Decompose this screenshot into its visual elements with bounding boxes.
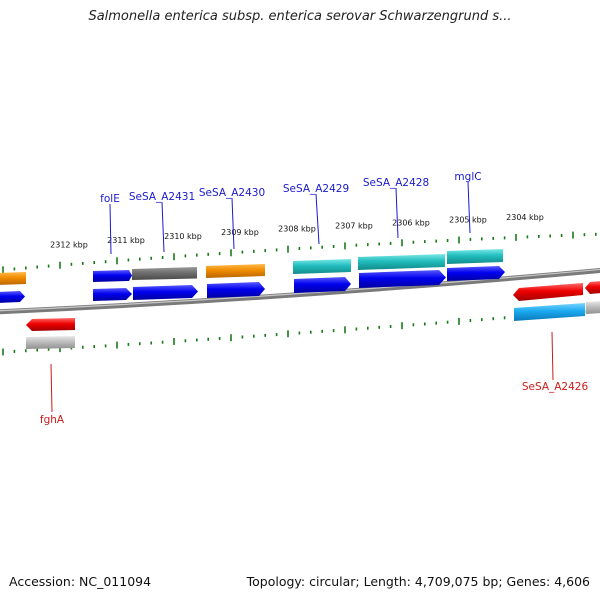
- gene-forward-blue-b[interactable]: [93, 288, 132, 301]
- gene-forward-blue-c[interactable]: [133, 285, 198, 300]
- scale-tick-label: 2304 kbp: [506, 213, 544, 222]
- genome-backbone: [0, 267, 600, 315]
- scale-tick-label: 2312 kbp: [50, 241, 88, 250]
- gene-forward-blue-a[interactable]: [0, 291, 25, 303]
- accession-text: Accession: NC_011094: [9, 574, 152, 589]
- gene-forward-blue-e[interactable]: [294, 277, 351, 293]
- label-SeSA_A2426[interactable]: SeSA_A2426: [522, 381, 589, 393]
- gene-fghA[interactable]: [26, 318, 75, 331]
- gene-fragment-left-orange[interactable]: [0, 272, 26, 285]
- label-mglC[interactable]: mglC: [454, 171, 481, 183]
- scale-tick-labels: 2312 kbp 2311 kbp 2310 kbp 2309 kbp 2308 kbp…: [50, 213, 544, 250]
- gene-folE[interactable]: [93, 270, 132, 282]
- gene-mglC[interactable]: [447, 249, 503, 264]
- leader-SeSA_A2426: [551, 331, 554, 381]
- label-fghA[interactable]: fghA: [40, 414, 65, 426]
- leader-mglC: [467, 181, 471, 234]
- label-SeSA_A2429[interactable]: SeSA_A2429: [283, 183, 349, 195]
- leader-folE: [109, 203, 112, 255]
- gene-reverse-red-edge[interactable]: [585, 281, 600, 294]
- genome-summary-text: Topology: circular; Length: 4,709,075 bp…: [246, 574, 590, 589]
- scale-tick-label: 2308 kbp: [278, 225, 316, 234]
- scale-tick-label: 2311 kbp: [107, 236, 145, 245]
- leader-SeSA_A2431: [161, 201, 165, 253]
- outer-scale-ticks: [2, 231, 597, 274]
- gene-SeSA_A2429[interactable]: [293, 259, 351, 274]
- scale-tick-label: 2310 kbp: [164, 232, 202, 241]
- genome-backbone-highlight: [0, 268, 600, 312]
- gene-reverse-edge-gray[interactable]: [586, 301, 600, 314]
- gene-forward-blue-g[interactable]: [447, 266, 505, 281]
- inner-scale-ticks: [2, 308, 597, 356]
- leader-SeSA_A2429: [315, 193, 320, 245]
- scale-tick-label: 2307 kbp: [335, 221, 373, 230]
- label-folE[interactable]: folE: [100, 193, 120, 205]
- label-SeSA_A2430[interactable]: SeSA_A2430: [199, 187, 265, 199]
- gene-SeSA_A2426[interactable]: [513, 283, 583, 301]
- label-SeSA_A2428[interactable]: SeSA_A2428: [363, 177, 429, 189]
- gene-SeSA_A2430[interactable]: [206, 264, 265, 278]
- map-title: Salmonella enterica subsp. enterica sero…: [88, 9, 512, 24]
- gene-reverse-sky[interactable]: [514, 303, 585, 321]
- gene-forward-blue-d[interactable]: [207, 282, 265, 298]
- scale-tick-label: 2309 kbp: [221, 228, 259, 237]
- scale-tick-label: 2306 kbp: [392, 218, 430, 227]
- gene-reverse-lightgray[interactable]: [26, 336, 75, 349]
- gene-SeSA_A2431[interactable]: [132, 267, 197, 280]
- gene-SeSA_A2428[interactable]: [358, 254, 445, 270]
- label-SeSA_A2431[interactable]: SeSA_A2431: [129, 191, 195, 203]
- leader-fghA: [50, 363, 53, 413]
- leader-SeSA_A2428: [395, 187, 399, 239]
- gene-forward-blue-f[interactable]: [359, 270, 446, 288]
- scale-tick-label: 2305 kbp: [449, 216, 487, 225]
- leader-SeSA_A2430: [231, 197, 235, 250]
